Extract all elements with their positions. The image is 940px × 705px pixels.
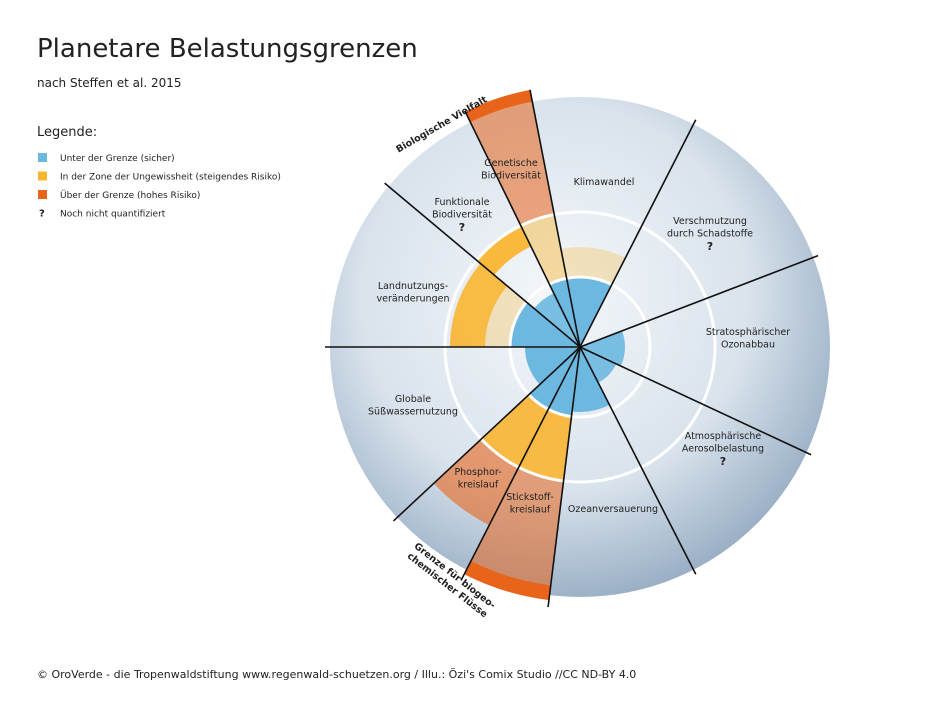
segment-label: Biodiversität	[432, 210, 492, 221]
segment-label: Aerosolbelastung	[682, 444, 764, 455]
segment-label: Ozeanversauerung	[568, 504, 658, 515]
separator	[579, 254, 819, 348]
segment-label: Klimawandel	[574, 177, 635, 188]
separator	[529, 89, 581, 348]
segment-label: Verschmutzung	[673, 216, 747, 227]
segment-fill	[520, 214, 567, 285]
segment-label: Stratosphärischer	[706, 327, 790, 338]
legend-label: Noch nicht quantifiziert	[60, 210, 166, 220]
segment-label: durch Schadstoffe	[667, 229, 753, 240]
segment-fill	[566, 277, 612, 347]
segment-label: veränderungen	[377, 294, 450, 305]
separator	[579, 346, 697, 575]
segment-fill	[471, 467, 564, 586]
title: Planetare Belastungsgrenzen	[37, 34, 418, 64]
legend-swatch	[38, 171, 47, 181]
question-mark: ?	[707, 240, 713, 253]
segment-fill	[476, 225, 531, 276]
legend-symbol: ?	[39, 209, 45, 220]
separator	[579, 119, 697, 348]
separator	[464, 111, 581, 348]
segment-fill	[510, 302, 580, 347]
segment-fill	[465, 89, 533, 123]
segment-label: Funktionale	[435, 197, 490, 208]
legend-label: Über der Grenze (hohes Risiko)	[60, 190, 200, 201]
segment-fill	[525, 347, 580, 385]
segment-label: Biodiversität	[481, 171, 541, 182]
segment-fill	[470, 101, 555, 226]
segment-fill	[528, 347, 580, 410]
legend-heading: Legende:	[37, 125, 97, 140]
segment-fill	[580, 330, 625, 367]
segment-label: Ozonabbau	[721, 340, 775, 351]
segment-fill	[485, 285, 527, 347]
separator	[392, 346, 581, 522]
legend-swatch	[38, 190, 47, 199]
separator	[547, 346, 581, 608]
segment-label: kreislauf	[458, 480, 499, 491]
segment-label: Landnutzungs-	[378, 281, 448, 292]
segment-fill	[580, 347, 617, 383]
segment-fill	[560, 247, 626, 285]
separator	[384, 182, 581, 348]
segment-label: Genetische	[484, 158, 538, 169]
segment-label: Süßwassernutzung	[368, 407, 458, 418]
segment-fill	[548, 347, 580, 417]
separator	[579, 346, 812, 456]
segment-label: kreislauf	[510, 505, 551, 516]
question-mark: ?	[459, 221, 465, 234]
segment-fill	[572, 347, 610, 412]
separator	[460, 346, 581, 581]
segment-fill	[464, 560, 551, 601]
segment-fill	[450, 263, 508, 347]
question-mark: ?	[720, 455, 726, 468]
footer: © OroVerde - die Tropenwaldstiftung www.…	[37, 668, 636, 681]
segment-label: Phosphor-	[454, 467, 501, 478]
segment-label: Atmosphärische	[685, 431, 762, 442]
legend-swatch	[38, 153, 47, 162]
segment-label: Stickstoff-	[506, 492, 554, 503]
segment-fill	[481, 394, 549, 468]
segment-fill	[518, 409, 572, 481]
legend-label: Unter der Grenze (sicher)	[60, 154, 175, 164]
legend-label: In der Zone der Ungewissheit (steigendes…	[60, 173, 281, 183]
subtitle: nach Steffen et al. 2015	[37, 76, 182, 90]
segment-label: Globale	[395, 394, 431, 405]
segment-fill	[433, 439, 519, 526]
segment-fill	[534, 293, 580, 347]
